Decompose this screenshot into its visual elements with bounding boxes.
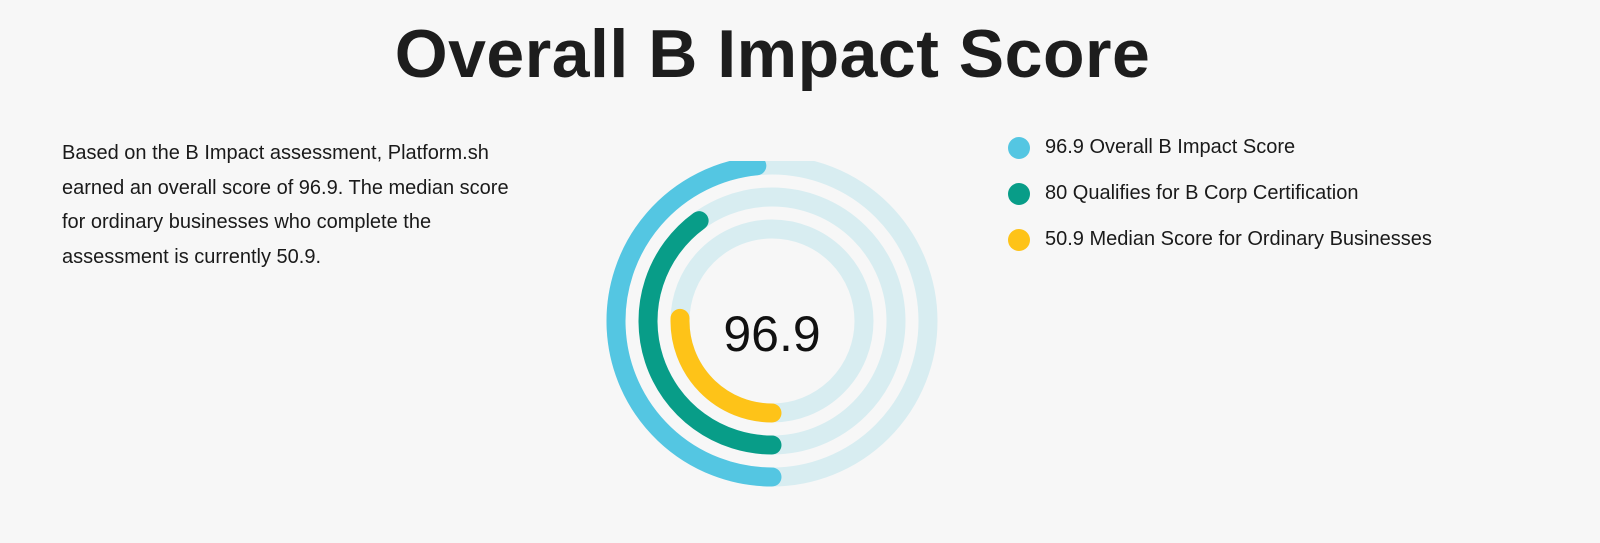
legend-label: 80 Qualifies for B Corp Certification [1045,182,1359,204]
legend-dot-yellow-icon [1008,229,1030,251]
score-description: Based on the B Impact assessment, Platfo… [62,142,509,268]
ring-qualifies-arc [638,211,782,455]
legend-label: 50.9 Median Score for Ordinary Businesse… [1045,228,1432,250]
radial-score-chart: 96.9 [597,161,947,501]
center-score-label: 96.9 [723,306,820,362]
legend-label: 96.9 Overall B Impact Score [1045,136,1296,158]
ring-median-score-arc [670,308,782,423]
legend-item-qualifies: 80 Qualifies for B Corp Certification [1008,176,1468,210]
legend-dot-blue-icon [1008,137,1030,159]
legend-item-overall-score: 96.9 Overall B Impact Score [1008,130,1468,164]
page-title: Overall B Impact Score [394,16,1151,92]
legend-item-median-score: 50.9 Median Score for Ordinary Businesse… [1008,222,1468,256]
radial-chart-svg: 96.9 [606,161,938,487]
ring-overall-score-arc [606,161,782,487]
legend-dot-green-icon [1008,183,1030,205]
chart-legend: 96.9 Overall B Impact Score 80 Qualifies… [1008,130,1468,268]
